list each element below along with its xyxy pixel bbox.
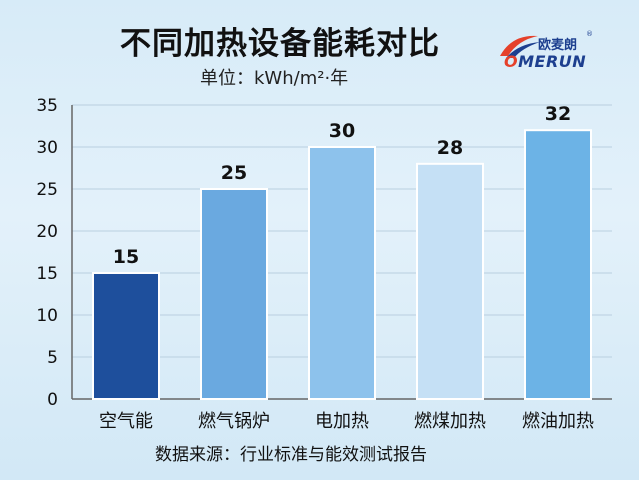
logo-text-en-rest: MERUN — [518, 52, 587, 71]
data-label: 28 — [437, 137, 463, 159]
y-tick-label: 35 — [36, 96, 58, 116]
logo-text-cn: 欧麦朗 — [538, 38, 578, 53]
axis-layer: 0 5 10 15 20 25 30 35 — [36, 96, 73, 410]
x-tick-label: 燃油加热 — [522, 411, 594, 432]
unit-label: 单位：kWh/m²·年 — [200, 68, 349, 89]
y-tick-label: 20 — [36, 222, 58, 242]
logo-swoosh-icon — [500, 35, 540, 58]
bar — [308, 146, 376, 400]
x-tick-label: 电加热 — [315, 411, 369, 432]
y-tick-label: 0 — [47, 390, 58, 410]
data-source-note: 数据来源：行业标准与能效测试报告 — [155, 445, 427, 465]
x-tick-label: 燃气锅炉 — [198, 411, 270, 432]
chart-title: 不同加热设备能耗对比 — [120, 26, 440, 62]
y-tick-label: 15 — [36, 264, 58, 284]
data-label: 25 — [221, 162, 247, 184]
y-tick-label: 30 — [36, 138, 58, 158]
bar — [92, 272, 160, 400]
bar — [200, 188, 268, 400]
logo-text-en: OMERUN — [504, 52, 586, 71]
x-tick-label: 空气能 — [99, 411, 153, 432]
y-tick-label: 5 — [47, 348, 58, 368]
bar-layer — [92, 129, 592, 400]
brand-logo: 欧麦朗 ® OMERUN — [498, 30, 598, 78]
y-tick-label: 10 — [36, 306, 58, 326]
bar — [416, 162, 484, 400]
data-label: 32 — [545, 103, 571, 125]
logo-text-en-o: O — [504, 52, 519, 71]
y-tick-label: 25 — [36, 180, 58, 200]
logo-registered-mark: ® — [586, 30, 593, 38]
data-label: 15 — [113, 246, 139, 268]
bar — [524, 129, 592, 400]
data-label: 30 — [329, 120, 355, 142]
label-layer: 15 空气能 25 燃气锅炉 30 电加热 28 燃煤加热 32 燃油加热 — [99, 103, 594, 432]
x-tick-label: 燃煤加热 — [414, 411, 486, 432]
